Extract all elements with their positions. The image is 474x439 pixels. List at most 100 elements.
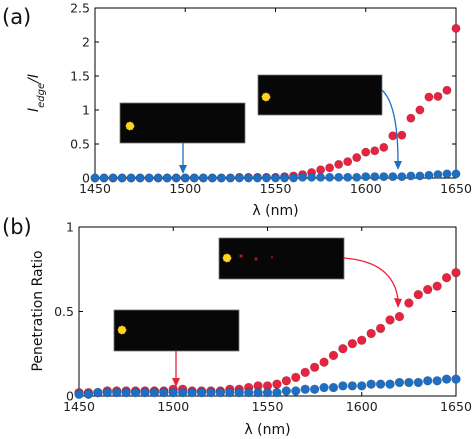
arrowhead-icon xyxy=(394,161,402,170)
data-point xyxy=(180,173,190,183)
data-point xyxy=(206,387,216,398)
data-point xyxy=(406,113,416,123)
data-point xyxy=(159,387,169,398)
y-tick-label: 0.5 xyxy=(70,137,90,152)
data-point xyxy=(347,381,358,391)
data-point xyxy=(189,173,199,183)
data-point xyxy=(423,284,433,295)
data-point xyxy=(366,328,376,339)
data-point xyxy=(423,376,433,386)
data-point xyxy=(451,267,461,278)
data-point xyxy=(225,173,235,183)
data-point xyxy=(338,343,348,354)
x-tick-label: 1450 xyxy=(63,399,95,414)
data-point xyxy=(442,85,452,95)
data-point xyxy=(261,173,271,183)
x-tick-label: 1550 xyxy=(260,181,292,196)
data-point xyxy=(93,387,103,398)
x-tick-label: 1450 xyxy=(79,181,111,196)
data-point xyxy=(343,157,353,167)
x-tick-label: 1650 xyxy=(440,399,472,414)
data-point xyxy=(99,173,109,183)
series-1 xyxy=(74,374,461,400)
data-point xyxy=(357,335,367,345)
data-point xyxy=(328,382,339,393)
data-point xyxy=(281,376,292,386)
data-point xyxy=(126,173,136,183)
data-point xyxy=(451,374,461,384)
data-point xyxy=(153,173,163,183)
data-point xyxy=(379,142,389,152)
data-point xyxy=(424,92,434,102)
data-point xyxy=(171,173,181,183)
data-point xyxy=(394,311,405,322)
data-point xyxy=(140,387,150,398)
data-point xyxy=(149,387,160,398)
panel-b-arrow-right xyxy=(343,257,399,301)
data-point xyxy=(187,387,197,398)
inset-marker-icon xyxy=(117,325,127,335)
data-point xyxy=(413,377,423,388)
data-point xyxy=(413,289,423,300)
data-point xyxy=(316,165,326,175)
y-tick-label: 2 xyxy=(82,35,90,50)
data-point xyxy=(215,387,226,398)
data-point xyxy=(111,387,122,398)
panel-b-ylabel: Penetration Ratio xyxy=(30,250,46,371)
inset-speck xyxy=(239,254,243,258)
data-point xyxy=(243,173,253,183)
data-point xyxy=(225,387,235,398)
panel-b: (b) 1450 1500 1550 1600 1650 0 0.5 1 Penetrati… xyxy=(2,215,472,438)
data-point xyxy=(352,153,362,163)
data-point xyxy=(307,172,317,182)
inset-marker-icon xyxy=(261,92,271,102)
data-point xyxy=(168,387,178,398)
data-point xyxy=(441,273,452,283)
data-point xyxy=(207,173,217,183)
data-point xyxy=(442,169,452,179)
data-point xyxy=(289,173,299,183)
panel-a-inset-right xyxy=(257,74,383,116)
data-point xyxy=(281,386,292,396)
data-point xyxy=(262,387,273,398)
data-point xyxy=(433,91,443,101)
y-tick-label: 1.5 xyxy=(70,69,90,84)
data-point xyxy=(272,387,282,398)
data-point xyxy=(334,159,344,169)
panel-a-inset-left xyxy=(119,102,246,144)
data-point xyxy=(300,367,310,378)
data-point xyxy=(334,172,344,182)
data-point xyxy=(135,173,145,183)
data-point xyxy=(432,281,442,291)
data-point xyxy=(162,173,172,183)
data-point xyxy=(385,315,395,325)
data-point xyxy=(130,387,141,398)
data-point xyxy=(117,173,127,183)
data-point xyxy=(252,173,262,183)
data-point xyxy=(216,173,226,183)
arrowhead-icon xyxy=(179,165,187,174)
data-point xyxy=(404,377,414,388)
series-1 xyxy=(90,169,461,183)
data-point xyxy=(291,372,301,383)
data-point xyxy=(397,172,407,182)
data-point xyxy=(319,382,329,393)
data-point xyxy=(388,131,398,141)
data-point xyxy=(325,163,335,173)
panel-a-arrow-right xyxy=(381,89,399,163)
data-point xyxy=(415,105,425,115)
data-point xyxy=(432,376,442,386)
panel-b-label: (b) xyxy=(2,215,32,239)
data-point xyxy=(300,384,310,394)
y-tick-label: 0 xyxy=(66,389,74,404)
data-point xyxy=(343,172,353,182)
data-point xyxy=(291,386,301,396)
x-tick-label: 1550 xyxy=(252,399,284,414)
data-point xyxy=(404,298,414,308)
data-point xyxy=(90,173,100,183)
data-point xyxy=(338,381,348,391)
y-tick-label: 1 xyxy=(66,220,74,235)
panel-b-inset-left xyxy=(113,309,240,352)
data-point xyxy=(406,171,416,181)
data-point xyxy=(361,147,371,157)
